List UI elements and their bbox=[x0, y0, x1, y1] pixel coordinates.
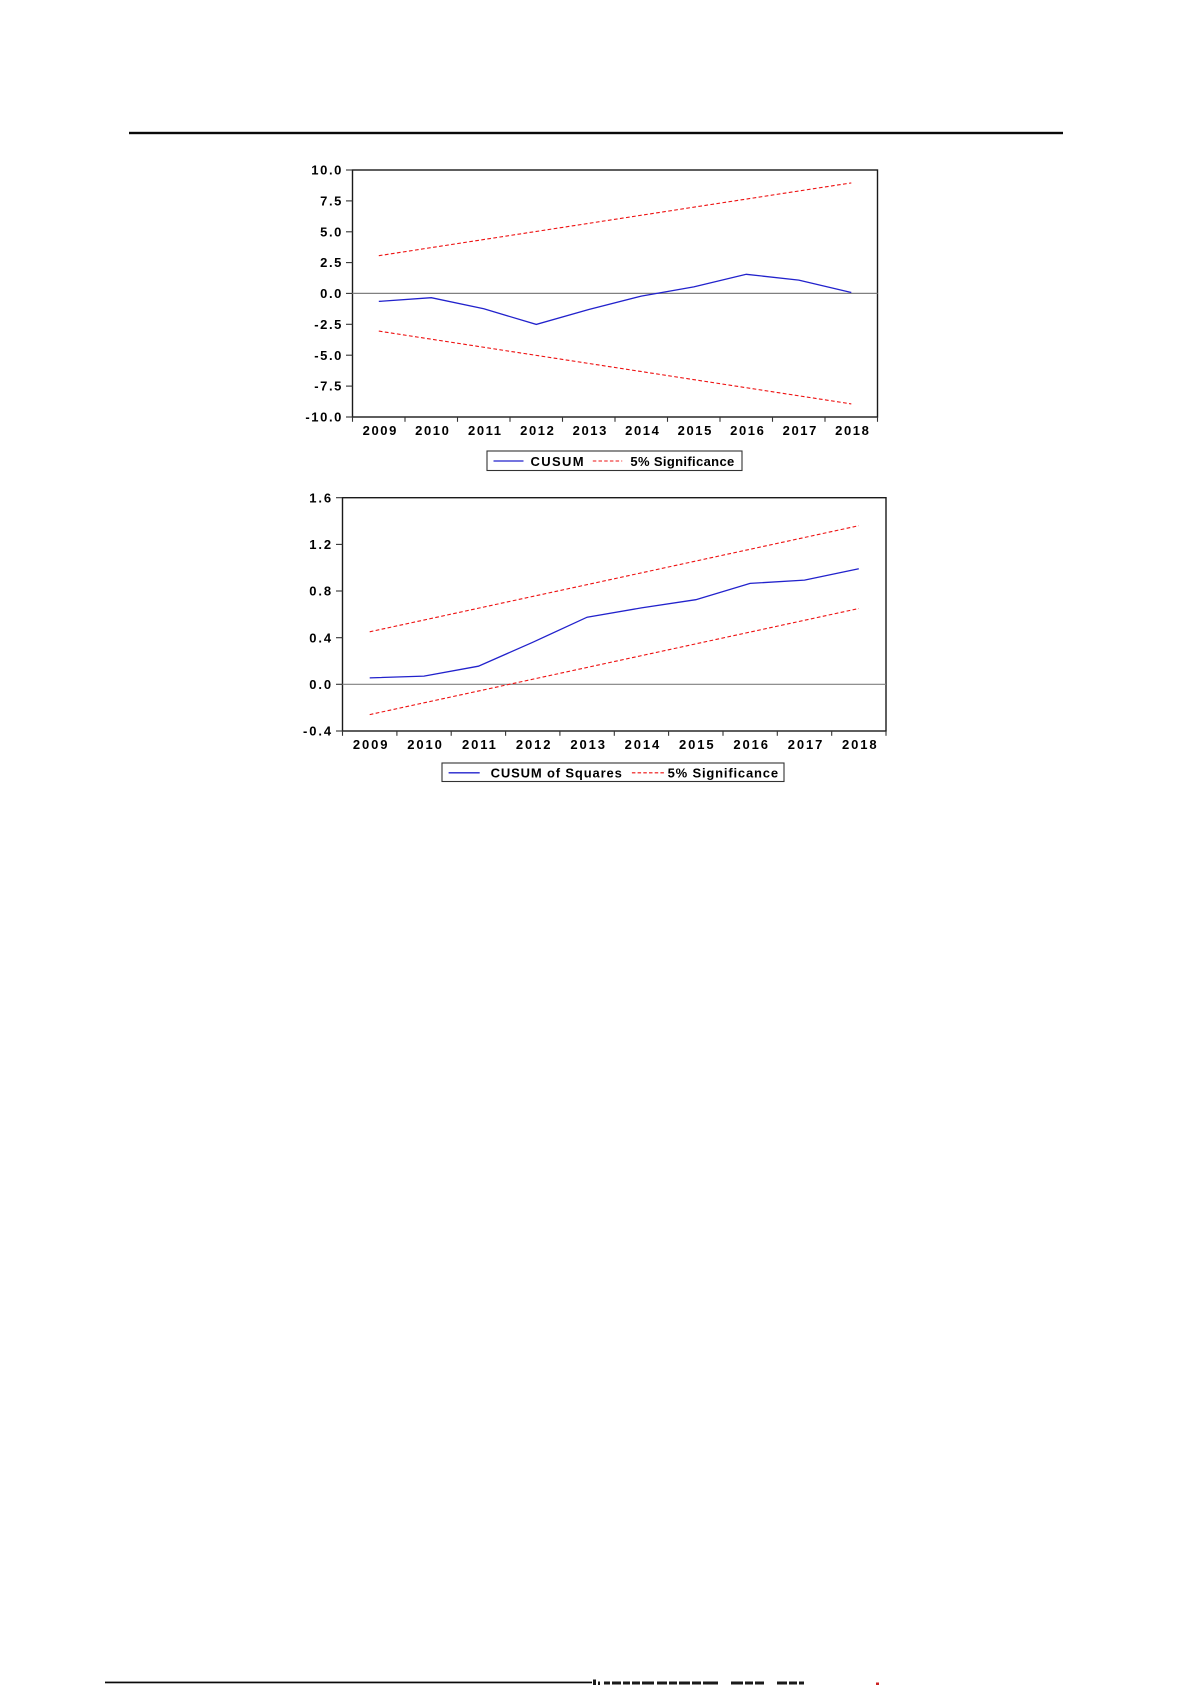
svg-text:2012: 2012 bbox=[520, 423, 555, 438]
svg-text:2017: 2017 bbox=[783, 423, 818, 438]
svg-text:-2.5: -2.5 bbox=[314, 317, 343, 332]
svg-text:CUSUM of Squares: CUSUM of Squares bbox=[491, 765, 623, 780]
svg-text:10.0: 10.0 bbox=[311, 163, 343, 178]
svg-text:1.6: 1.6 bbox=[309, 490, 333, 505]
svg-text:2010: 2010 bbox=[407, 737, 444, 752]
svg-text:2018: 2018 bbox=[835, 423, 870, 438]
svg-text:0.8: 0.8 bbox=[309, 584, 333, 599]
svg-text:5% Significance: 5% Significance bbox=[668, 765, 779, 780]
svg-text:2017: 2017 bbox=[788, 737, 825, 752]
svg-text:2013: 2013 bbox=[570, 737, 607, 752]
svg-text:-7.5: -7.5 bbox=[314, 379, 343, 394]
svg-text:2014: 2014 bbox=[625, 423, 660, 438]
svg-text:2016: 2016 bbox=[730, 423, 765, 438]
svg-text:2015: 2015 bbox=[679, 737, 716, 752]
svg-text:2011: 2011 bbox=[462, 737, 498, 752]
svg-text:2011: 2011 bbox=[468, 423, 503, 438]
svg-text:0.0: 0.0 bbox=[309, 677, 333, 692]
svg-text:2010: 2010 bbox=[415, 423, 450, 438]
svg-text:CUSUM: CUSUM bbox=[531, 454, 585, 469]
svg-text:2014: 2014 bbox=[625, 737, 662, 752]
svg-text:5.0: 5.0 bbox=[320, 224, 343, 239]
svg-text:2018: 2018 bbox=[842, 737, 879, 752]
svg-text:-0.4: -0.4 bbox=[303, 724, 333, 739]
svg-text:2009: 2009 bbox=[353, 737, 390, 752]
svg-text:5% Significance: 5% Significance bbox=[630, 454, 734, 469]
svg-text:2013: 2013 bbox=[573, 423, 608, 438]
svg-text:-10.0: -10.0 bbox=[305, 410, 343, 425]
svg-text:2015: 2015 bbox=[678, 423, 713, 438]
svg-text:2012: 2012 bbox=[516, 737, 553, 752]
svg-text:7.5: 7.5 bbox=[320, 194, 343, 209]
svg-text:0.4: 0.4 bbox=[309, 630, 333, 645]
svg-text:2.5: 2.5 bbox=[320, 255, 343, 270]
svg-text:0.0: 0.0 bbox=[320, 286, 343, 301]
svg-text:2009: 2009 bbox=[363, 423, 398, 438]
svg-text:1.2: 1.2 bbox=[309, 537, 333, 552]
svg-text:-5.0: -5.0 bbox=[314, 348, 343, 363]
svg-text:2016: 2016 bbox=[733, 737, 770, 752]
